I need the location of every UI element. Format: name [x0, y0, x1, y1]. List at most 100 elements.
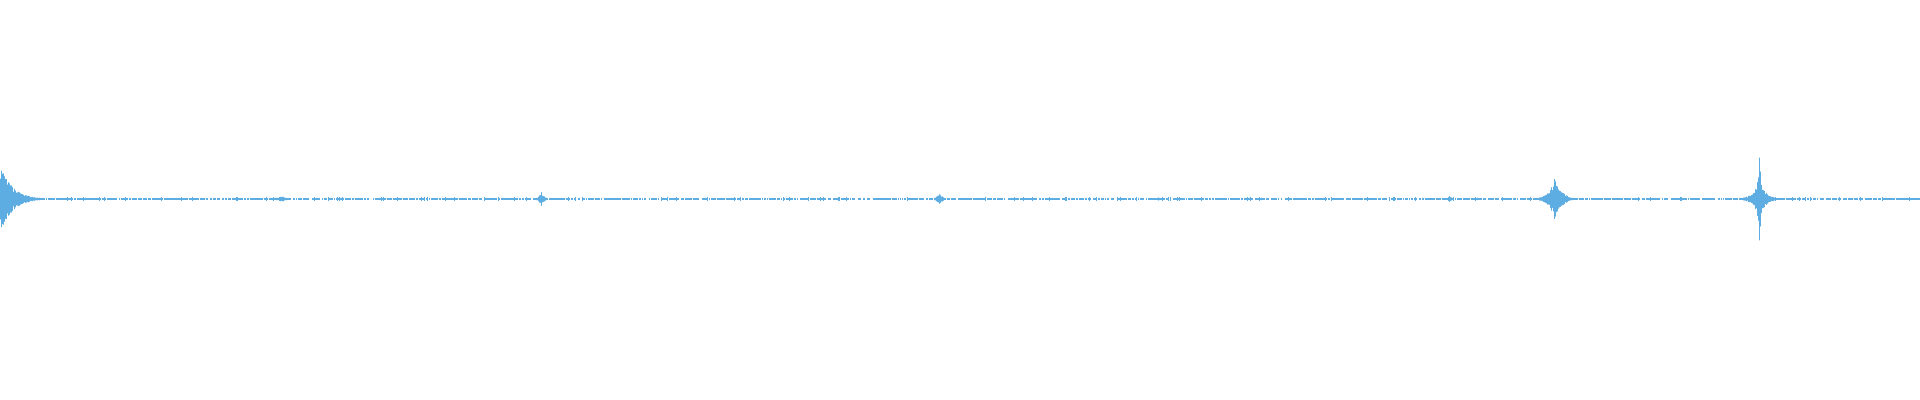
waveform-sample-bar [1026, 198, 1027, 200]
waveform-sample-bar [1054, 198, 1055, 200]
waveform-sample-bar [26, 195, 27, 203]
waveform-sample-bar [1299, 198, 1300, 200]
waveform-sample-bar [296, 198, 297, 200]
waveform-sample-bar [1693, 198, 1694, 200]
waveform-sample-bar [30, 197, 31, 201]
waveform-sample-bar [1815, 198, 1816, 200]
waveform-sample-bar [1324, 198, 1325, 200]
waveform-sample-bar [1613, 198, 1614, 200]
waveform-sample-bar [936, 196, 937, 202]
waveform-sample-bar [511, 198, 512, 200]
waveform-sample-bar [1431, 198, 1432, 200]
waveform-sample-bar [1215, 198, 1216, 200]
waveform-sample-bar [1429, 198, 1430, 200]
waveform-sample-bar [1678, 198, 1679, 200]
waveform-sample-bar [1158, 197, 1159, 201]
waveform-sample-bar [49, 198, 50, 200]
waveform-sample-bar [1379, 198, 1380, 200]
waveform-sample-bar [1849, 198, 1850, 200]
waveform-sample-bar [1624, 198, 1625, 200]
waveform-sample-bar [1495, 198, 1496, 200]
waveform-sample-bar [1164, 198, 1165, 200]
waveform-sample-bar [1505, 198, 1506, 200]
waveform-sample-bar [1821, 198, 1822, 200]
waveform-sample-bar [413, 198, 414, 200]
waveform-sample-bar [1567, 195, 1568, 203]
waveform-sample-bar [967, 198, 968, 200]
waveform-sample-bar [1918, 198, 1919, 200]
waveform-sample-bar [1378, 198, 1379, 200]
waveform-sample-bar [914, 198, 915, 200]
waveform-sample-bar [1572, 198, 1573, 200]
waveform-sample-bar [196, 198, 197, 200]
waveform-sample-bar [280, 196, 281, 202]
waveform-sample-bar [400, 198, 401, 200]
waveform-sample-bar [432, 198, 433, 200]
waveform-sample-bar [1316, 198, 1317, 200]
waveform-sample-bar [951, 198, 952, 200]
waveform-sample-bar [1656, 198, 1657, 200]
waveform-sample-bar [1599, 198, 1600, 200]
waveform-sample-bar [1675, 198, 1676, 200]
waveform-sample-bar [509, 198, 510, 200]
waveform-sample-bar [445, 197, 446, 201]
waveform-sample-bar [844, 198, 845, 200]
waveform-sample-bar [674, 198, 675, 200]
waveform-sample-bar [1548, 193, 1549, 205]
waveform-sample-bar [876, 198, 877, 200]
waveform-sample-bar [1433, 198, 1434, 200]
waveform-sample-bar [516, 198, 517, 200]
waveform-sample-bar [1220, 198, 1221, 200]
waveform-sample-bar [1370, 198, 1371, 200]
waveform-sample-bar [1286, 198, 1287, 200]
waveform-sample-bar [326, 198, 327, 200]
waveform-sample-bar [1771, 196, 1772, 202]
waveform-sample-bar [1850, 198, 1851, 200]
waveform-sample-bar [1056, 198, 1057, 200]
waveform-sample-bar [512, 198, 513, 200]
waveform-sample-bar [1574, 198, 1575, 200]
waveform-sample-bar [944, 198, 945, 200]
waveform-sample-bar [1604, 198, 1605, 200]
waveform-sample-bar [257, 198, 258, 200]
waveform-sample-bar [1126, 198, 1127, 200]
waveform-sample-bar [58, 198, 59, 200]
waveform-sample-bar [656, 198, 657, 200]
waveform-sample-bar [1035, 198, 1036, 200]
waveform-sample-bar [747, 198, 748, 200]
waveform-sample-bar [35, 197, 36, 201]
waveform-sample-bar [887, 198, 888, 200]
waveform-sample-bar [1452, 198, 1453, 200]
waveform-sample-bar [1326, 198, 1327, 200]
waveform-sample-bar [635, 198, 636, 200]
waveform-sample-bar [186, 198, 187, 200]
waveform-sample-bar [733, 198, 734, 200]
waveform-sample-bar [269, 198, 270, 200]
waveform-sample-bar [424, 197, 425, 201]
waveform-sample-bar [1020, 198, 1021, 200]
waveform-sample-bar [378, 198, 379, 200]
waveform-sample-bar [39, 197, 40, 201]
waveform-sample-bar [359, 198, 360, 200]
waveform-sample-bar [1529, 198, 1530, 200]
waveform-sample-bar [1121, 198, 1122, 200]
waveform-sample-bar [879, 198, 880, 200]
waveform-sample-bar [1535, 198, 1536, 200]
waveform-sample-bar [1547, 193, 1548, 205]
waveform-sample-bar [1011, 198, 1012, 200]
waveform-sample-bar [285, 198, 286, 200]
waveform-sample-bar [206, 198, 207, 200]
waveform-sample-bar [148, 198, 149, 200]
waveform-sample-bar [1281, 198, 1282, 200]
waveform-sample-bar [1098, 198, 1099, 200]
waveform-sample-bar [1564, 193, 1565, 205]
waveform-sample-bar [387, 198, 388, 200]
waveform-sample-bar [506, 198, 507, 200]
waveform-sample-bar [1372, 198, 1373, 200]
waveform-sample-bar [743, 198, 744, 200]
waveform-sample-bar [462, 198, 463, 200]
waveform-sample-bar [582, 197, 583, 201]
waveform-sample-bar [803, 198, 804, 200]
waveform-sample-bar [174, 198, 175, 200]
